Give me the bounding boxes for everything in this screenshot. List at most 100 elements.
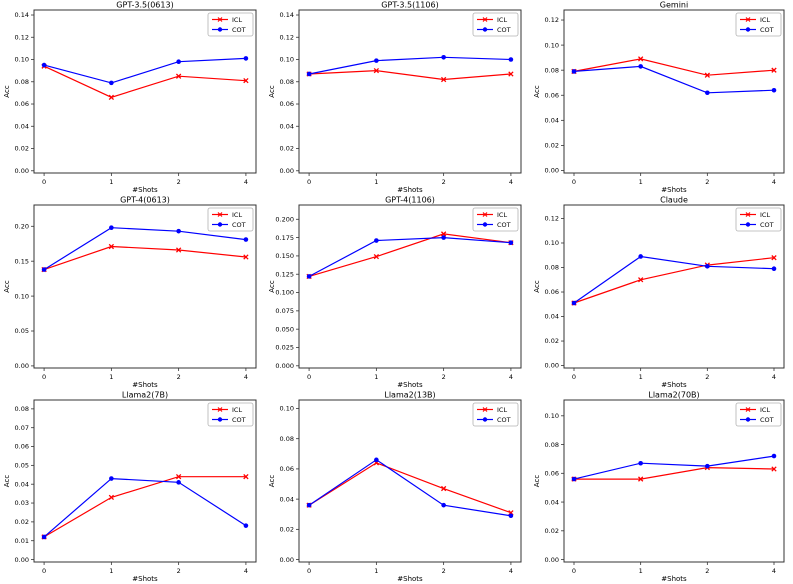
y-tick-label: 0.08 — [15, 78, 29, 86]
circle-marker — [571, 69, 577, 74]
y-tick-label: 0.00 — [15, 362, 29, 370]
series-line-cot — [573, 65, 775, 94]
y-tick-label: 0.06 — [545, 91, 559, 99]
x-marker — [638, 476, 644, 482]
chart-title: GPT-3.5(0613) — [116, 1, 173, 10]
legend-box — [472, 402, 519, 427]
y-tick-label: 0.050 — [275, 325, 294, 333]
circle-marker — [41, 267, 47, 272]
legend-x-marker — [745, 407, 751, 412]
legend-label: ICL — [497, 406, 507, 414]
circle-marker — [771, 453, 777, 459]
y-tick-label: 0.175 — [275, 234, 294, 242]
chart-title: Claude — [660, 196, 688, 205]
y-tick-label: 0.200 — [275, 215, 294, 223]
x-marker — [771, 255, 777, 261]
y-tick-label: 0.04 — [545, 313, 559, 321]
y-tick-label: 0.05 — [15, 327, 29, 335]
x-marker — [373, 67, 380, 74]
y-tick-label: 0.14 — [280, 11, 294, 19]
y-tick-label: 0.03 — [15, 499, 29, 507]
legend-circle-marker — [745, 222, 751, 227]
circle-marker — [571, 300, 577, 306]
y-tick-label: 0.10 — [15, 292, 29, 300]
circle-marker — [176, 228, 181, 234]
legend-x-marker — [745, 212, 751, 217]
x-tick-label: 2 — [177, 178, 181, 186]
series-line-icl — [308, 462, 512, 514]
x-marker — [771, 466, 777, 472]
x-marker — [704, 72, 710, 78]
y-tick-label: 0.08 — [280, 435, 294, 443]
x-tick-label: 2 — [442, 373, 446, 381]
series-line-icl — [574, 466, 775, 480]
y-tick-label: 0.06 — [545, 470, 559, 478]
series-line-icl — [43, 476, 246, 538]
x-axis-label: #Shots — [132, 381, 158, 389]
legend-label: COT — [232, 416, 246, 424]
x-marker — [243, 254, 249, 260]
legend-box — [207, 12, 254, 37]
subplot-claude: 0.00 0.02 0.04 0.06 0.08 0.10 0.12 0 1 2 4 ICL COT Cl… — [530, 195, 793, 390]
y-axis-label: Acc — [533, 85, 541, 98]
x-marker — [175, 247, 182, 253]
y-tick-label: 0.08 — [545, 264, 559, 272]
x-tick-label: 1 — [374, 373, 378, 381]
y-tick-label: 0.00 — [545, 362, 559, 370]
subplot-gemini: 0.00 0.02 0.04 0.06 0.08 0.10 0.12 0 1 2 4 ICL COT Ge… — [530, 0, 793, 195]
legend-box — [472, 12, 519, 37]
y-tick-label: 0.075 — [275, 307, 294, 315]
x-tick-label: 0 — [307, 178, 311, 186]
y-tick-label: 0.10 — [280, 56, 294, 64]
y-tick-label: 0.06 — [545, 288, 559, 296]
legend-circle-marker — [482, 27, 488, 32]
circle-marker — [705, 263, 710, 269]
x-tick-label: 1 — [639, 567, 643, 575]
axes-frame — [33, 204, 257, 369]
y-tick-label: 0.025 — [275, 344, 294, 352]
circle-marker — [705, 463, 710, 469]
x-marker — [108, 94, 115, 101]
y-tick-label: 0.02 — [280, 526, 294, 534]
x-marker — [508, 71, 514, 77]
x-tick-label: 4 — [244, 567, 248, 575]
circle-marker — [374, 238, 379, 243]
x-tick-label: 0 — [307, 373, 311, 381]
y-tick-label: 0.12 — [545, 215, 559, 223]
y-axis-label: Acc — [3, 280, 11, 293]
x-tick-label: 4 — [509, 567, 513, 575]
y-tick-label: 0.04 — [280, 495, 294, 503]
x-tick-label: 1 — [109, 567, 113, 575]
chart-title: Llama2(7B) — [122, 391, 168, 400]
legend-label: COT — [232, 26, 246, 34]
legend-label: ICL — [760, 16, 770, 24]
subplot-gpt4-0613: 0.00 0.05 0.10 0.15 0.20 0 1 2 4 ICL COT GPT-4(0613… — [0, 195, 265, 390]
axes-frame — [298, 204, 522, 369]
series-line-icl — [43, 245, 246, 271]
y-tick-label: 0.20 — [15, 222, 29, 230]
circle-marker — [705, 90, 710, 96]
series-line-cot — [573, 455, 775, 480]
y-tick-label: 0.14 — [15, 11, 29, 19]
chart-gpt35-0613: 0.00 0.02 0.04 0.06 0.08 0.10 0.12 0.14 0 1 2 4 ICL C… — [3, 1, 257, 194]
chart-title: GPT-4(1106) — [385, 196, 435, 205]
y-tick-label: 0.10 — [545, 412, 559, 420]
y-axis-label: Acc — [533, 280, 541, 293]
circle-marker — [243, 237, 249, 242]
circle-marker — [638, 254, 643, 259]
x-tick-label: 1 — [639, 373, 643, 381]
x-marker — [440, 231, 447, 237]
axes-frame — [33, 399, 257, 563]
series-line-icl — [573, 257, 775, 304]
circle-marker — [306, 502, 312, 508]
series-line-cot — [308, 459, 511, 517]
circle-marker — [771, 87, 777, 93]
legend-x-marker — [482, 407, 488, 412]
legend-x-marker — [482, 17, 488, 22]
axes-frame — [298, 9, 522, 174]
legend-label: COT — [760, 26, 774, 34]
x-marker — [373, 253, 380, 260]
legend-label: COT — [497, 26, 511, 34]
series-line-icl — [43, 65, 246, 98]
